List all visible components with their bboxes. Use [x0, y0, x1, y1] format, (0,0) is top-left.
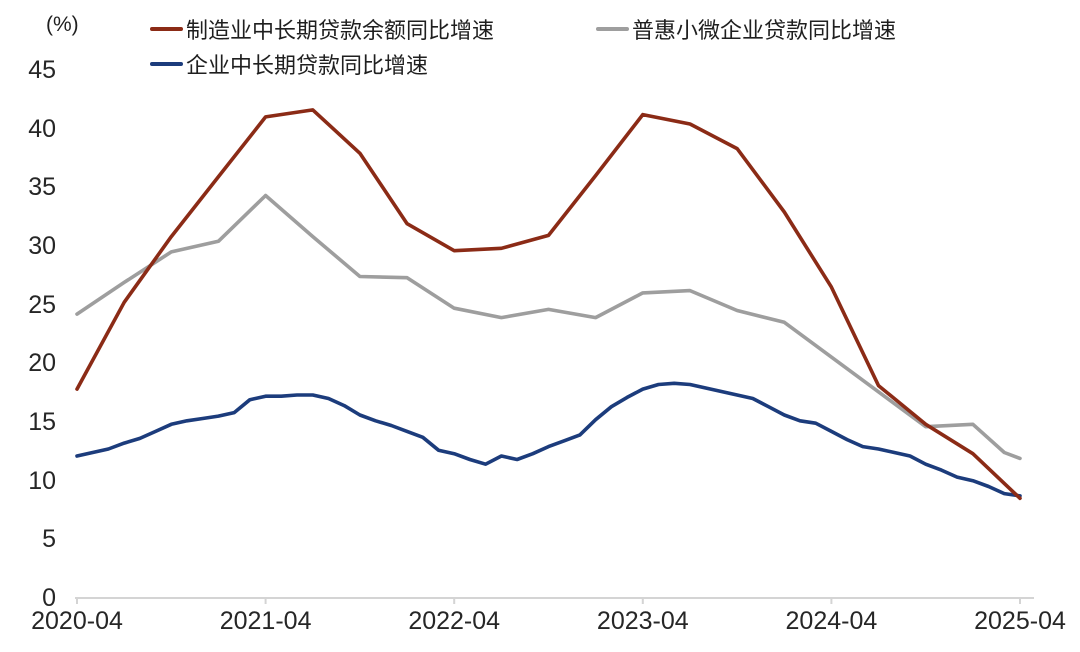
- x-axis-tick-label: 2024-04: [785, 607, 878, 635]
- series-line-enterprise-mlt-loans: [75, 381, 1022, 498]
- y-axis-unit-label: (%): [46, 13, 79, 36]
- y-axis-tick-label: 20: [28, 349, 56, 378]
- y-axis-tick-label: 0: [42, 584, 56, 612]
- y-axis-tick-label: 15: [28, 408, 56, 436]
- x-axis-tick-label: 2020-04: [31, 607, 123, 635]
- y-axis-tick-label: 5: [42, 525, 56, 554]
- legend-item-inclusive[interactable]: 普惠小微企业贷款同比增速: [596, 16, 897, 43]
- series-line-inclusive-msme-loans: [75, 193, 1022, 461]
- legend-swatch-enterprise: [150, 62, 183, 66]
- series-line-manufacturing-mlt-loans: [75, 108, 1022, 501]
- x-axis-tick-label: 2022-04: [408, 607, 501, 635]
- y-axis-tick-label: 35: [28, 173, 56, 202]
- y-axis-tick-label: 45: [28, 56, 56, 84]
- legend-item-manufacturing[interactable]: 制造业中长期贷款余额同比增速: [150, 16, 495, 43]
- y-axis-tick-label: 25: [28, 290, 56, 319]
- x-axis-tick-label: 2021-04: [219, 607, 312, 635]
- legend-label-manufacturing: 制造业中长期贷款余额同比增速: [186, 18, 495, 43]
- legend-label-enterprise: 企业中长期贷款同比增速: [186, 53, 429, 78]
- x-axis-tick-label: 2023-04: [596, 607, 689, 635]
- y-axis-tick-label: 40: [28, 114, 56, 143]
- legend-swatch-inclusive: [596, 27, 629, 31]
- y-axis-tick-label: 30: [28, 232, 56, 260]
- legend-item-enterprise[interactable]: 企业中长期贷款同比增速: [150, 51, 429, 78]
- legend-label-inclusive: 普惠小微企业贷款同比增速: [632, 18, 897, 43]
- y-axis-tick-label: 10: [28, 466, 56, 495]
- legend-swatch-manufacturing: [150, 27, 183, 31]
- x-axis-tick-label: 2025-04: [974, 607, 1066, 635]
